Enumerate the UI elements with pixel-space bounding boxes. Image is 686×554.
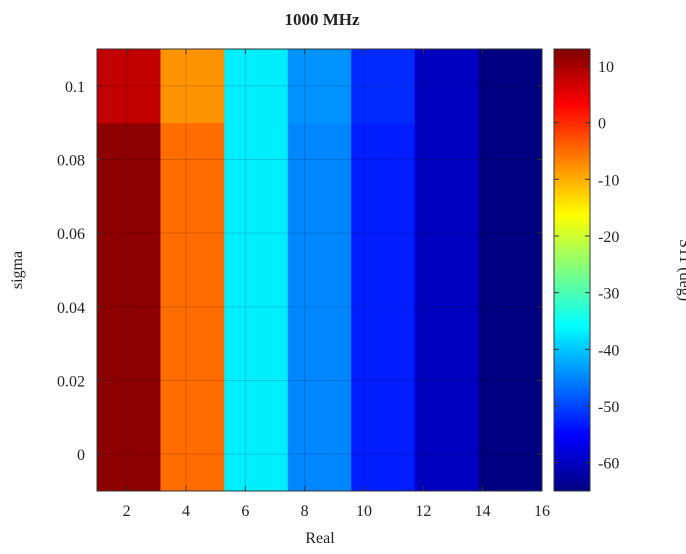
colorbar-tick-label: -40	[598, 342, 619, 359]
y-tick-label: 0.08	[57, 153, 85, 170]
x-tick-label: 2	[123, 503, 131, 520]
x-tick-label: 16	[534, 503, 550, 520]
x-tick-label: 12	[415, 503, 431, 520]
x-axis-label: Real	[305, 530, 335, 547]
colorbar-tick-label: -10	[598, 172, 619, 189]
colorbar-tick-label: -30	[598, 286, 619, 303]
heatmap-cell	[478, 49, 543, 124]
colorbar-tick-label: -60	[598, 456, 619, 473]
heatmap-cell	[160, 122, 225, 492]
colorbar-label: S11 (deg)	[676, 239, 686, 301]
colorbar-tick-label: 0	[598, 116, 606, 133]
x-tick-label: 8	[301, 503, 309, 520]
y-axis-label: sigma	[9, 251, 26, 289]
heatmap-cell	[287, 49, 352, 124]
x-tick-label: 10	[356, 503, 372, 520]
heatmap-cell	[351, 49, 416, 124]
colorbar	[553, 48, 591, 492]
colorbar-tick-label: -50	[598, 399, 619, 416]
colorbar-ticks: 10 0 -10 -20 -30 -40 -50 -60	[554, 59, 619, 473]
y-tick-label: 0.06	[57, 226, 85, 243]
heatmap-cell	[287, 122, 352, 492]
chart-title: 1000 MHz	[284, 10, 360, 29]
heatmap-cell	[351, 122, 416, 492]
heatmap-cell	[478, 122, 543, 492]
heatmap-cell	[414, 49, 480, 124]
heatmap-cell	[160, 49, 225, 124]
heatmap-cell	[97, 122, 161, 492]
x-tick-label: 6	[241, 503, 249, 520]
y-tick-label: 0.04	[57, 300, 85, 317]
y-tick-label: 0.02	[57, 374, 85, 391]
heatmap-cell	[224, 122, 289, 492]
plot-frame	[96, 48, 543, 492]
y-axis-ticks: 0 0.02 0.04 0.06 0.08 0.1	[57, 79, 542, 464]
colorbar-tick-label: -20	[598, 229, 619, 246]
x-axis-ticks: 2 4 6 8 10 12 14 16	[123, 49, 550, 520]
y-tick-label: 0	[77, 447, 85, 464]
x-tick-label: 14	[475, 503, 491, 520]
heatmap-cell	[224, 49, 289, 124]
heatmap-cell	[414, 122, 480, 492]
heatmap-cell	[97, 49, 161, 124]
x-tick-label: 4	[182, 503, 190, 520]
colorbar-tick-label: 10	[598, 59, 614, 76]
y-tick-label: 0.1	[65, 79, 85, 96]
heatmap-cells	[97, 49, 543, 492]
